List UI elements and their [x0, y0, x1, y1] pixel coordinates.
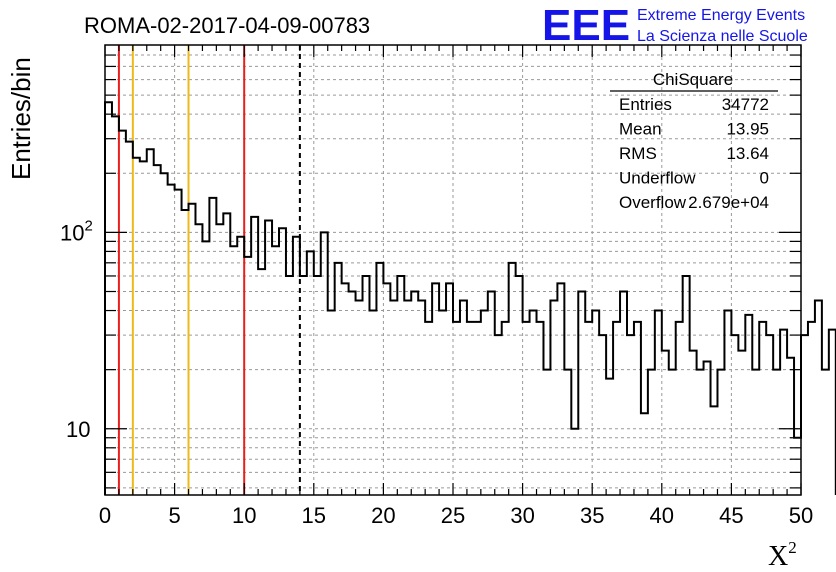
eee-logo-line2: La Scienza nelle Scuole: [637, 28, 808, 45]
x-tick-label: 10: [232, 503, 256, 528]
stats-row-label: Entries: [619, 95, 672, 114]
x-tick-label: 0: [99, 503, 111, 528]
x-tick-label: 25: [441, 503, 465, 528]
eee-logo-line1: Extreme Energy Events: [637, 7, 805, 24]
x-tick-label: 15: [302, 503, 326, 528]
x-axis-label-main: X: [768, 541, 788, 572]
x-tick-label: 35: [580, 503, 604, 528]
x-tick-label: 40: [650, 503, 674, 528]
stats-box-title: ChiSquare: [653, 70, 733, 89]
histogram-outline: [104, 101, 836, 495]
axes: 0 5 10 15 20 25 30 35 40 45 50 10 102: [60, 44, 813, 528]
stats-row-value: 13.64: [726, 144, 769, 163]
x-tick-label: 50: [789, 503, 813, 528]
y-tick-label: 10: [66, 417, 90, 442]
x-tick-label: 30: [510, 503, 534, 528]
y-tick-label: 102: [60, 217, 93, 245]
stats-row-value: 2.679e+04: [688, 193, 769, 212]
stats-row-value: 0: [760, 169, 769, 188]
stats-row-label: Overflow: [619, 193, 687, 212]
stats-row-label: RMS: [619, 144, 657, 163]
eee-logo: EEE Extreme Energy Events La Scienza nel…: [542, 1, 808, 50]
chart-title: ROMA-02-2017-04-09-00783: [84, 13, 370, 38]
stats-rows: Entries 34772 Mean 13.95 RMS 13.64 Underflow 0 O…: [619, 95, 769, 212]
stats-row-value: 34772: [722, 95, 769, 114]
histogram-series: [104, 101, 836, 495]
stats-box: ChiSquare Entries 34772 Mean 13.95 RMS 13.64 U…: [610, 70, 778, 212]
grid: [105, 45, 801, 495]
eee-logo-mark: EEE: [542, 1, 630, 50]
x-tick-label: 45: [719, 503, 743, 528]
x-tick-label: 5: [168, 503, 180, 528]
x-tick-label: 20: [371, 503, 395, 528]
x-axis-label-sup: 2: [788, 538, 797, 557]
x-axis-label: X2: [768, 538, 797, 572]
reference-lines: [117, 45, 301, 495]
y-axis-label: Entries/bin: [6, 57, 36, 180]
stats-row-value: 13.95: [726, 120, 769, 139]
stats-row-label: Mean: [619, 120, 662, 139]
stats-row-label: Underflow: [619, 169, 696, 188]
